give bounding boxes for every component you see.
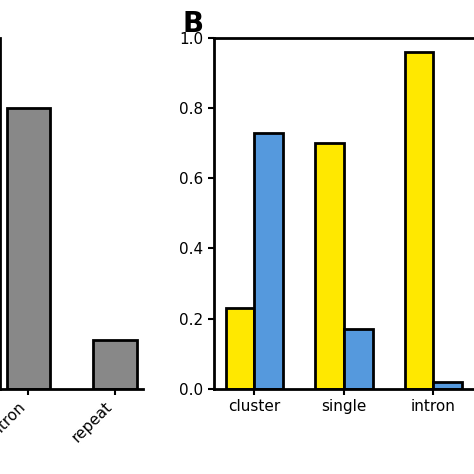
Bar (254, 133, 283, 389)
Bar (344, 329, 373, 389)
Bar (7, 108, 50, 389)
Bar (315, 143, 344, 389)
Bar (93, 339, 137, 389)
Bar (434, 382, 462, 389)
Bar (226, 308, 254, 389)
Bar (405, 52, 434, 389)
Text: B: B (182, 10, 204, 38)
